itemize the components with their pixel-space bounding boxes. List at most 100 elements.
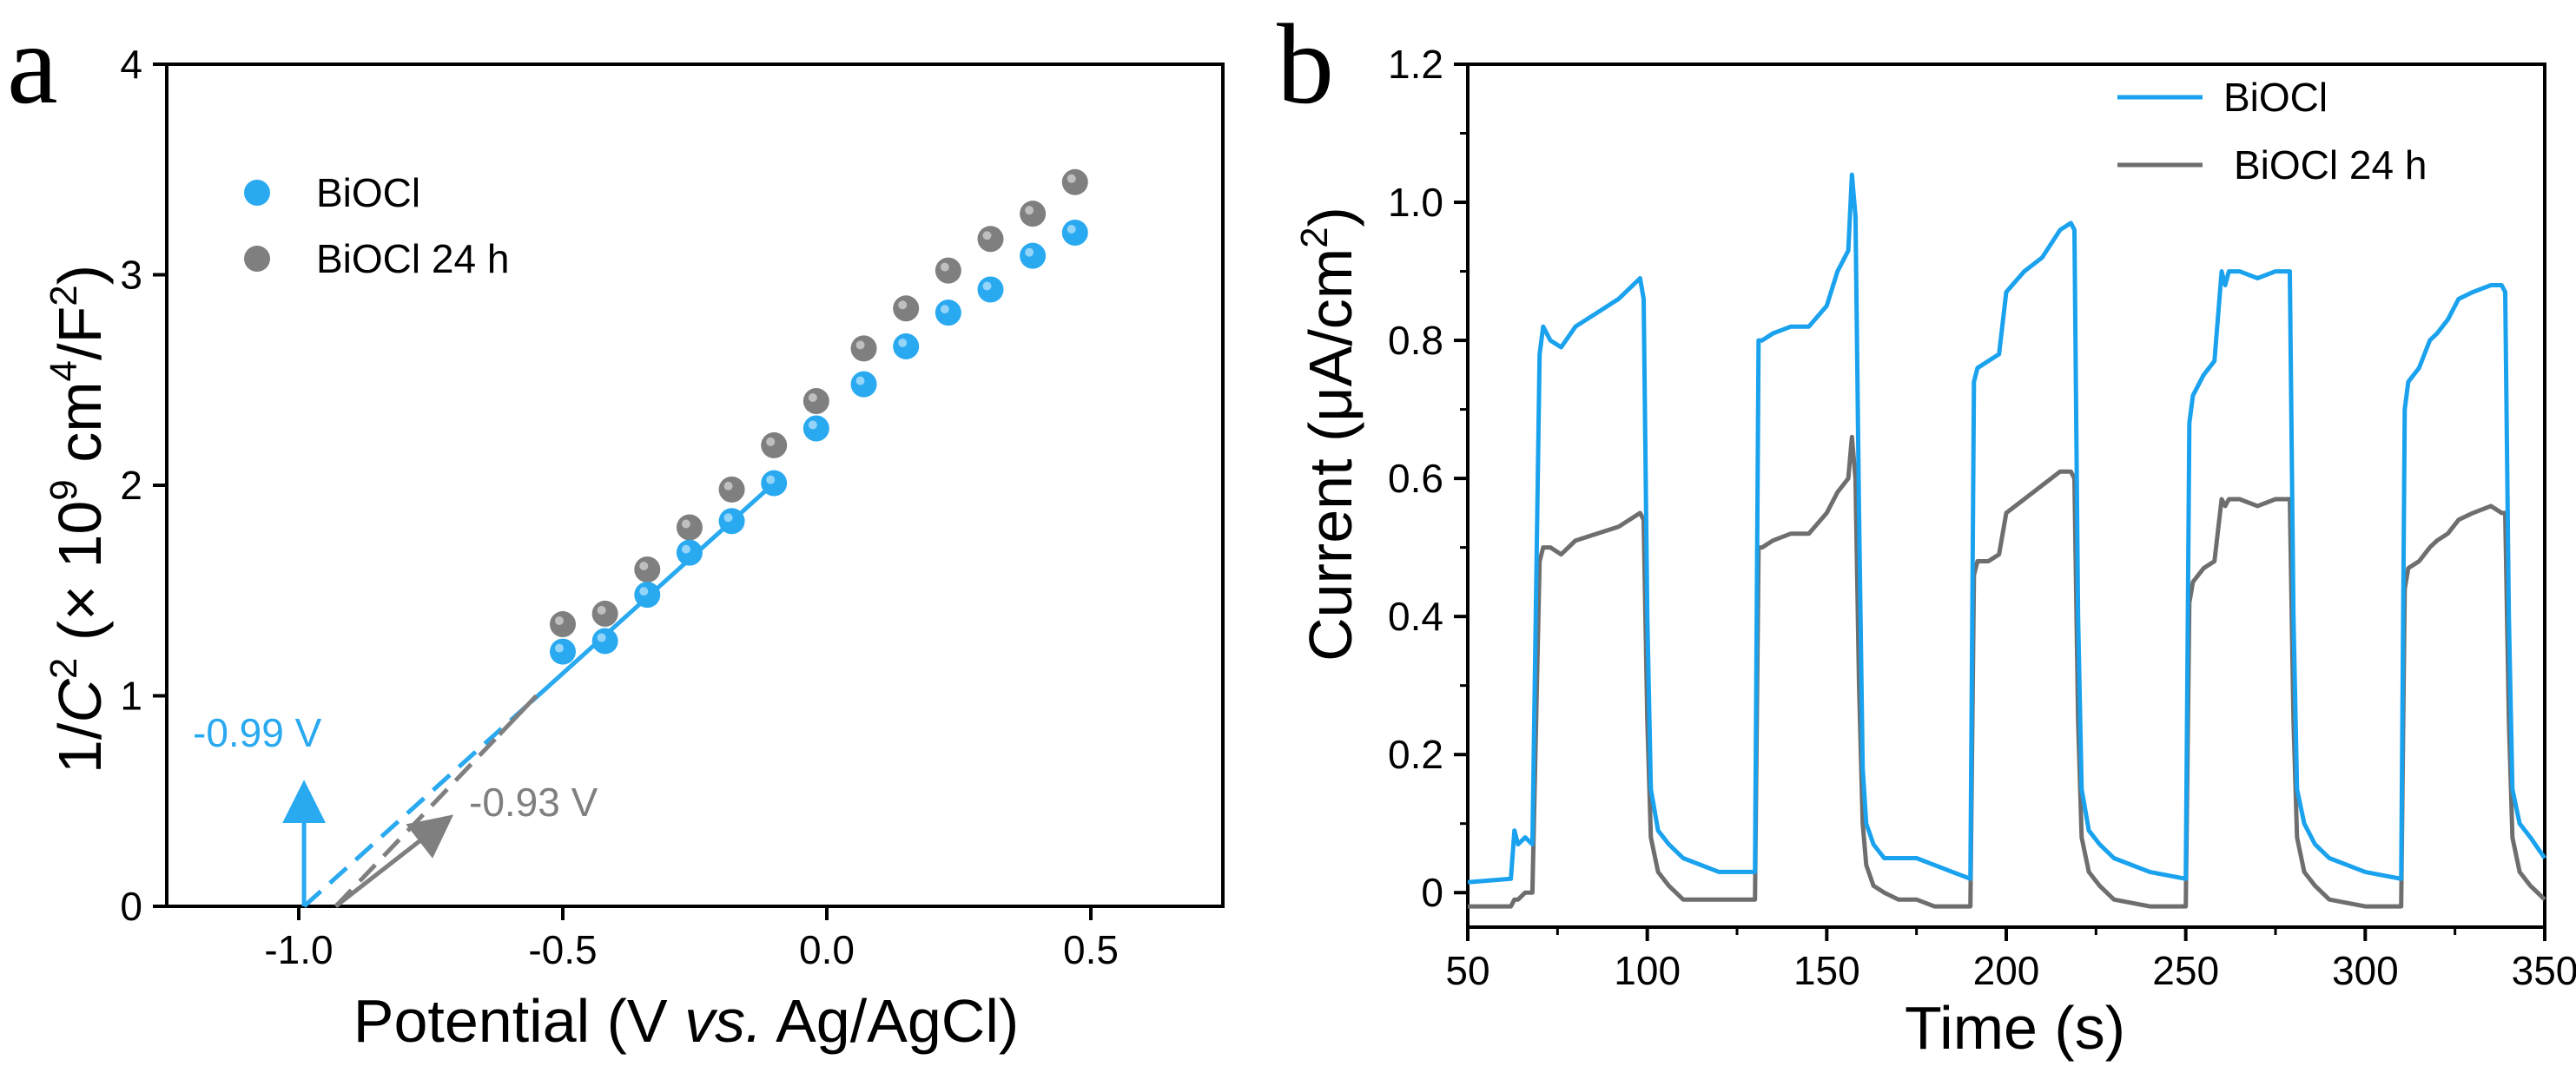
panel-a-y-tick-label: 0 [120, 884, 142, 929]
panel-label-a: a [7, 0, 58, 128]
panel-b-plot-area: 50 100 150 200 250 300 350 0 0.2 0.4 0.6 0.8 1.0 1.2 [1388, 42, 2576, 993]
data-point-bioc1 [803, 415, 829, 442]
legend-label-b-bioc1-24h: BiOCl 24 h [2234, 142, 2427, 188]
panel-b-x-tick-label: 150 [1793, 948, 1860, 993]
flat-band-arrow-bioc1-24h [334, 814, 454, 908]
data-point-highlight [940, 305, 949, 314]
data-point-highlight [1067, 225, 1076, 234]
panel-a-x-tick-label: -1.0 [264, 927, 333, 972]
panel-b-y-tick-label: 0 [1421, 870, 1443, 915]
data-point-bioc1 [550, 638, 576, 665]
data-point-highlight [982, 231, 992, 240]
panel-b-y-tick-label: 0.8 [1388, 318, 1443, 363]
data-point-bioc1 [850, 371, 877, 398]
data-point-highlight [723, 513, 733, 523]
data-point-highlight [555, 616, 564, 626]
data-point-highlight [940, 262, 949, 272]
panel-b-y-tick-label: 0.6 [1388, 456, 1443, 501]
panel-a-x-tick-label: 0.0 [799, 927, 855, 972]
data-point-bioc1 [893, 332, 920, 359]
flat-band-label-bioc1: -0.99 V [193, 710, 322, 755]
panel-b-y-tick-label: 1.0 [1388, 180, 1443, 225]
legend-marker-bioc1 [244, 180, 270, 206]
panel-a-x-tick-label: 0.5 [1063, 927, 1119, 972]
data-point-bioc1-24h [1061, 168, 1088, 195]
fit-line-dashed-0 [302, 700, 533, 908]
data-point-bioc1 [1020, 242, 1047, 269]
panel-b-y-tick-label: 1.2 [1388, 42, 1443, 87]
data-point-highlight [808, 393, 817, 402]
series-line-bioc1 [1467, 172, 2547, 885]
panel-b-legend: BiOCl BiOCl 24 h [2117, 75, 2427, 188]
data-point-bioc1-24h [1020, 201, 1047, 227]
panel-a-x-tick-label: -0.5 [528, 927, 597, 972]
legend-label-bioc1: BiOCl [316, 170, 420, 215]
data-point-bioc1-24h [591, 600, 618, 627]
legend-label-bioc1-24h: BiOCl 24 h [316, 236, 509, 281]
data-point-highlight [766, 475, 776, 484]
data-point-highlight [855, 340, 865, 350]
panel-a-y-axis-title: 1/C2 (× 109 cm4/F2) [43, 265, 114, 773]
flat-band-label-bioc1-24h: -0.93 V [469, 780, 598, 825]
panel-label-b: b [1277, 0, 1334, 128]
panel-a-y-tick-label: 1 [120, 674, 142, 719]
panel-b-y-tick-label: 0.4 [1388, 594, 1443, 639]
data-point-highlight [1025, 206, 1034, 215]
data-point-bioc1 [761, 470, 788, 497]
series-line-bioc1-24h [1468, 434, 2546, 909]
data-point-bioc1-24h [893, 295, 920, 322]
data-point-bioc1-24h [850, 335, 877, 362]
panel-b: b 50 100 150 200 250 300 350 0 0.2 0.4 0.6 0.8 1.0 1.… [1277, 0, 2576, 1062]
data-point-bioc1-24h [977, 226, 1004, 253]
fit-line-solid-1 [498, 694, 538, 736]
panel-b-x-tick-label: 50 [1445, 948, 1489, 993]
data-point-highlight [855, 376, 865, 385]
data-point-highlight [898, 300, 908, 310]
data-point-bioc1-24h [803, 388, 829, 414]
data-point-highlight [1025, 247, 1034, 257]
data-point-highlight [597, 633, 606, 642]
panel-b-x-axis-title: Time (s) [1905, 994, 2125, 1062]
data-point-bioc1 [634, 582, 661, 609]
legend-label-b-bioc1: BiOCl [2223, 75, 2328, 120]
data-point-bioc1 [718, 508, 745, 535]
data-point-bioc1-24h [634, 556, 661, 583]
data-point-bioc1-24h [935, 257, 961, 284]
data-point-bioc1-24h [718, 476, 745, 503]
panel-b-x-tick-label: 250 [2152, 948, 2219, 993]
data-point-highlight [639, 587, 649, 596]
panel-b-y-axis-title: Current (μA/cm2) [1293, 207, 1364, 662]
data-point-highlight [898, 338, 908, 347]
panel-a-x-axis-title: Potential (V vs. Ag/AgCl) [353, 987, 1019, 1055]
panel-b-x-tick-label: 200 [1973, 948, 2040, 993]
data-point-bioc1-24h [550, 611, 576, 638]
data-point-bioc1 [977, 276, 1004, 303]
data-point-highlight [982, 281, 992, 291]
panel-b-y-tick-label: 0.2 [1388, 732, 1443, 777]
data-point-highlight [723, 481, 733, 490]
data-point-bioc1 [1061, 220, 1088, 246]
data-point-bioc1-24h [761, 431, 788, 458]
legend-marker-bioc1-24h [244, 246, 270, 272]
data-point-highlight [597, 605, 606, 615]
panel-a-y-tick-label: 4 [120, 42, 142, 87]
data-point-highlight [681, 519, 690, 529]
panel-b-x-tick-label: 300 [2332, 948, 2399, 993]
data-point-highlight [1067, 174, 1076, 183]
panel-b-x-tick-label: 350 [2512, 948, 2576, 993]
data-point-bioc1-24h [676, 514, 703, 541]
panel-a-y-tick-label: 3 [120, 253, 142, 298]
data-point-highlight [808, 420, 817, 430]
data-point-bioc1 [676, 539, 703, 566]
data-point-highlight [555, 643, 564, 653]
data-point-highlight [681, 544, 690, 554]
data-point-bioc1 [935, 300, 961, 326]
panel-b-x-tick-label: 100 [1614, 948, 1681, 993]
panel-a-plot-area: -1.0 -0.5 0.0 0.5 0 1 2 3 4 [120, 42, 1225, 972]
panel-b-frame [1466, 63, 2546, 929]
panel-a-y-tick-label: 2 [120, 463, 142, 508]
panel-a-legend: BiOCl BiOCl 24 h [244, 170, 509, 281]
panel-a: a -1.0 -0.5 0.0 0.5 0 1 2 3 4 Potential (V vs. A… [7, 0, 1225, 1055]
data-point-highlight [766, 437, 776, 446]
